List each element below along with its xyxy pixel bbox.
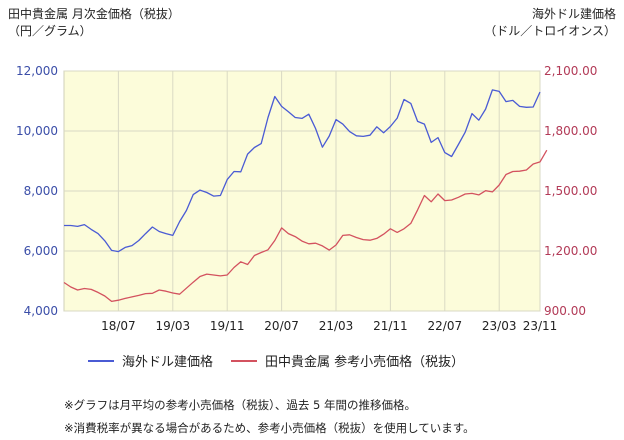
series-lines <box>63 89 548 303</box>
legend-swatch-blue <box>88 359 114 362</box>
legend: 海外ドル建価格 田中貴金属 参考小売価格（税抜） <box>88 351 482 370</box>
x-tick-label: 23/11 <box>523 319 558 333</box>
legend-label-usd: 海外ドル建価格 <box>122 355 214 370</box>
x-tick-label: 23/03 <box>482 319 517 333</box>
left-tick-label: 4,000 <box>24 304 58 318</box>
legend-item-jpy: 田中貴金属 参考小売価格（税抜） <box>231 351 464 370</box>
legend-item-usd: 海外ドル建価格 <box>88 351 213 370</box>
x-tick-label: 18/07 <box>101 319 136 333</box>
right-tick-label: 2,100.00 <box>544 64 597 78</box>
right-tick-label: 1,800.00 <box>544 124 597 138</box>
right-axis-ticks: 900.00 1,200.00 1,500.00 1,800.00 2,100.00 <box>544 64 597 318</box>
left-tick-label: 6,000 <box>24 244 58 258</box>
right-axis-title: 海外ドル建価格 （ドル／トロイオンス） <box>484 6 616 40</box>
x-tick-label: 21/03 <box>319 319 354 333</box>
left-title-line1: 田中貴金属 月次金価格（税抜） <box>8 7 180 21</box>
x-tick-label: 20/07 <box>264 319 299 333</box>
footnote-1: ※グラフは月平均の参考小売価格（税抜）、過去 5 年間の推移価格。 <box>64 398 417 412</box>
left-tick-label: 10,000 <box>16 124 58 138</box>
left-tick-label: 8,000 <box>24 184 58 198</box>
x-tick-label: 22/07 <box>428 319 463 333</box>
right-title-line1: 海外ドル建価格 <box>531 7 616 21</box>
left-axis-ticks: 4,000 6,000 8,000 10,000 12,000 <box>16 64 58 318</box>
x-tick-label: 19/03 <box>156 319 191 333</box>
left-axis-title: 田中貴金属 月次金価格（税抜） （円／グラム） <box>8 6 180 40</box>
grid-lines <box>64 70 541 312</box>
left-title-line2: （円／グラム） <box>8 24 92 38</box>
footnote-2: ※消費税率が異なる場合があるため、参考小売価格（税抜）を使用しています。 <box>64 421 475 435</box>
right-tick-label: 1,500.00 <box>544 184 597 198</box>
left-tick-label: 12,000 <box>16 64 58 78</box>
series-line-usd <box>64 89 541 253</box>
right-tick-label: 900.00 <box>544 304 586 318</box>
legend-swatch-red <box>231 359 258 362</box>
x-tick-label: 21/11 <box>373 319 408 333</box>
right-tick-label: 1,200.00 <box>544 244 597 258</box>
price-chart: 4,000 6,000 8,000 10,000 12,000 900.00 1,200.… <box>16 64 597 333</box>
x-tick-label: 19/11 <box>210 319 245 333</box>
right-title-line2: （ドル／トロイオンス） <box>484 24 616 38</box>
x-axis-ticks: 18/07 19/03 19/11 20/07 21/03 21/11 22/07 23/03… <box>101 319 557 333</box>
legend-label-jpy: 田中貴金属 参考小売価格（税抜） <box>265 355 465 370</box>
footnotes: ※グラフは月平均の参考小売価格（税抜）、過去 5 年間の推移価格。 ※消費税率が… <box>64 394 475 440</box>
series-line-jpy <box>63 149 548 303</box>
